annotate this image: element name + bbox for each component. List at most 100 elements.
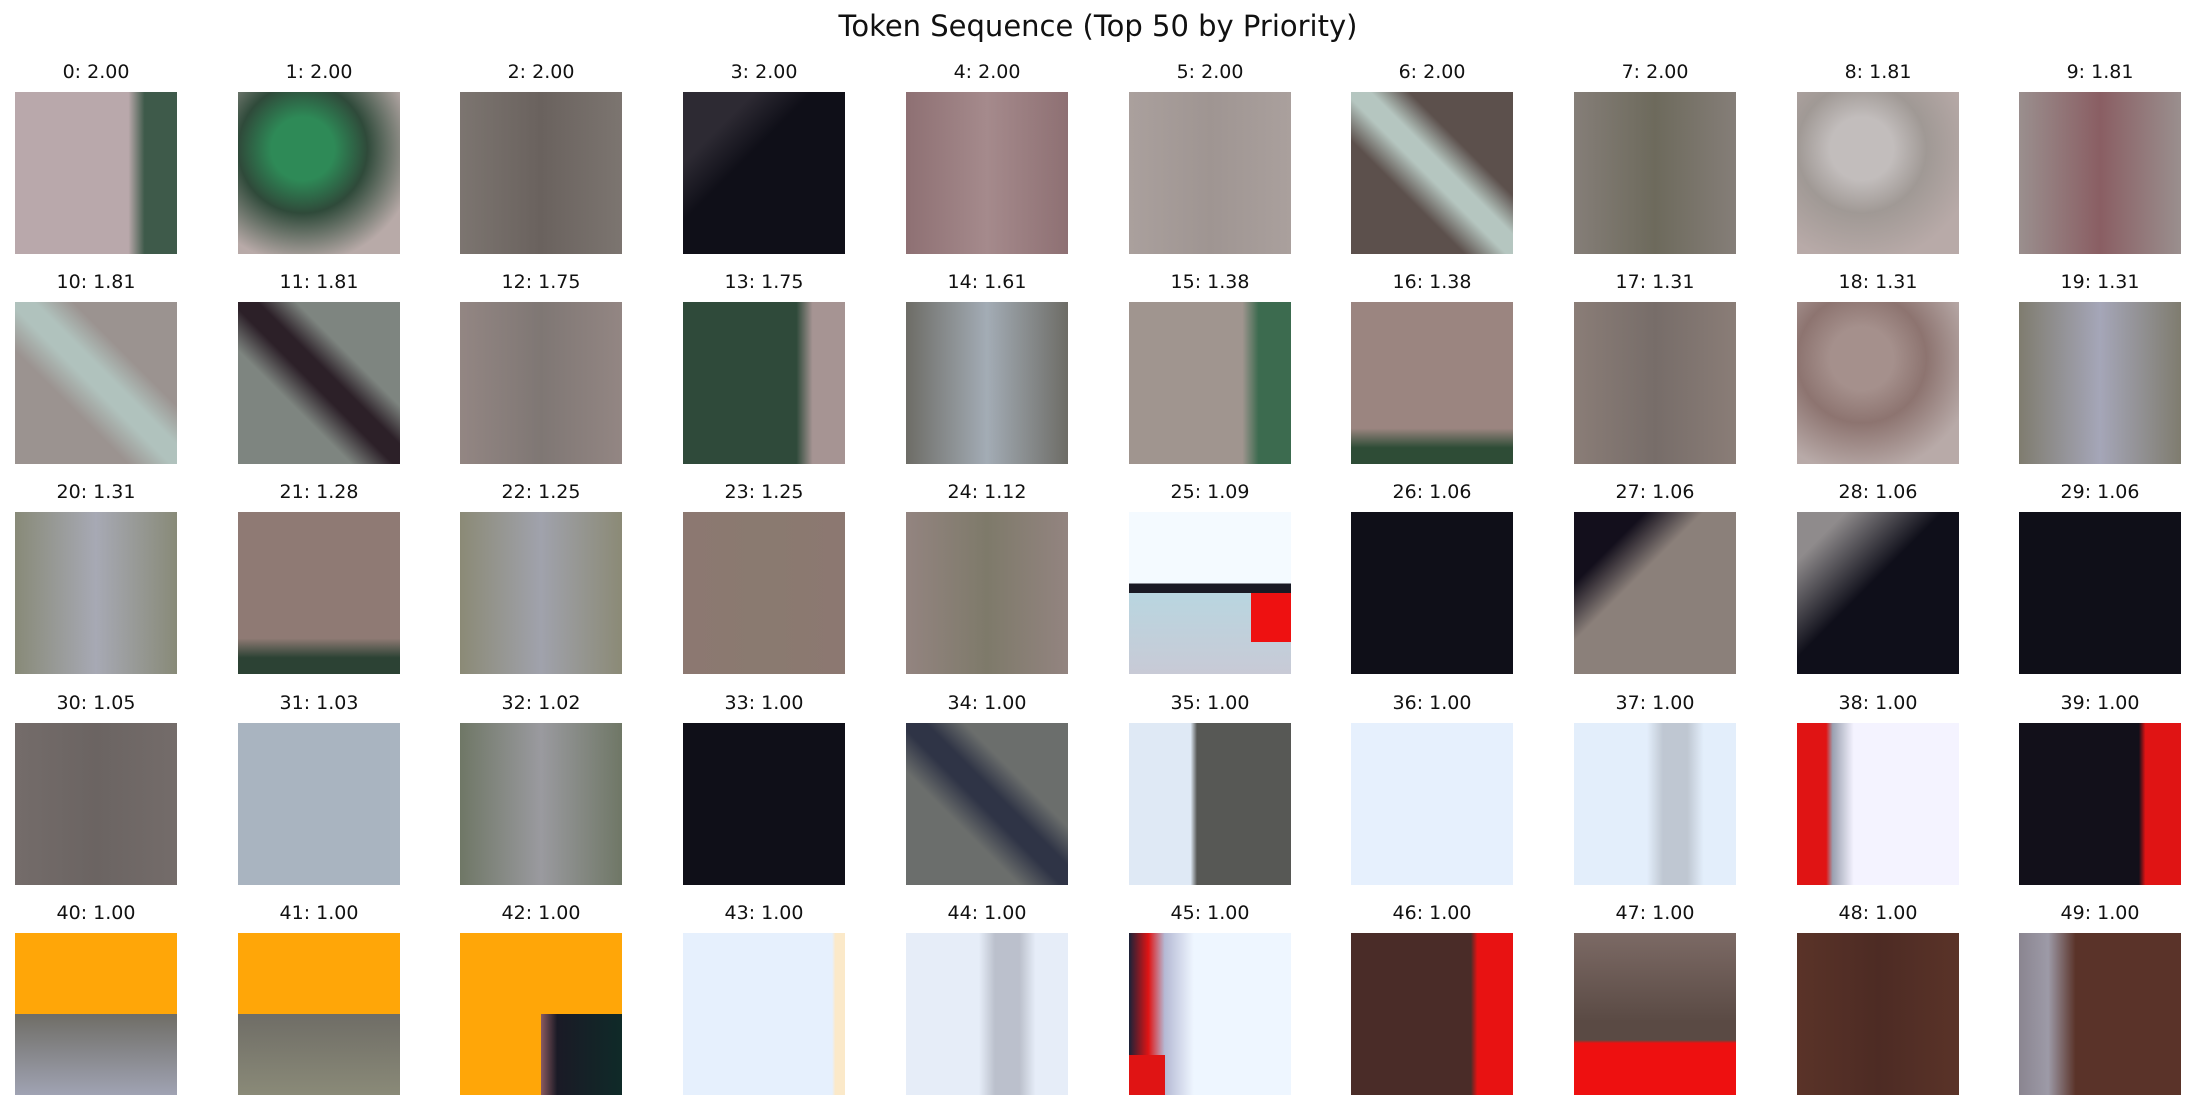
token-tile — [1574, 933, 1736, 1095]
token-label: 10: 1.81 — [56, 271, 136, 293]
tile-overlay — [541, 1014, 622, 1095]
token-label: 21: 1.28 — [279, 481, 359, 503]
token-label: 0: 2.00 — [62, 61, 130, 83]
token-tile — [1574, 92, 1736, 254]
token-label: 17: 1.31 — [1615, 271, 1695, 293]
token-label: 23: 1.25 — [724, 481, 804, 503]
token-label: 37: 1.00 — [1615, 692, 1695, 714]
token-tile — [238, 723, 400, 885]
token-tile — [683, 723, 845, 885]
token-label: 12: 1.75 — [501, 271, 581, 293]
token-tile — [1129, 92, 1291, 254]
token-tile — [2019, 512, 2181, 674]
token-tile — [1129, 933, 1291, 1095]
token-label: 22: 1.25 — [501, 481, 581, 503]
token-tile — [1351, 92, 1513, 254]
token-label: 38: 1.00 — [1838, 692, 1918, 714]
token-tile — [460, 723, 622, 885]
token-label: 20: 1.31 — [56, 481, 136, 503]
token-tile — [683, 933, 845, 1095]
token-label: 33: 1.00 — [724, 692, 804, 714]
token-label: 18: 1.31 — [1838, 271, 1918, 293]
token-tile — [906, 723, 1068, 885]
token-label: 31: 1.03 — [279, 692, 359, 714]
token-tile — [238, 512, 400, 674]
token-tile — [1351, 933, 1513, 1095]
token-label: 11: 1.81 — [279, 271, 359, 293]
token-tile — [1797, 512, 1959, 674]
token-label: 27: 1.06 — [1615, 481, 1695, 503]
token-tile — [1129, 512, 1291, 674]
token-label: 43: 1.00 — [724, 902, 804, 924]
token-label: 13: 1.75 — [724, 271, 804, 293]
token-tile — [460, 512, 622, 674]
token-tile — [15, 512, 177, 674]
token-tile — [1351, 512, 1513, 674]
figure-title: Token Sequence (Top 50 by Priority) — [838, 9, 1358, 43]
token-tile — [1351, 302, 1513, 464]
token-tile — [683, 302, 845, 464]
token-label: 30: 1.05 — [56, 692, 136, 714]
token-label: 7: 2.00 — [1621, 61, 1689, 83]
token-label: 2: 2.00 — [507, 61, 575, 83]
token-tile — [1574, 302, 1736, 464]
token-tile — [906, 302, 1068, 464]
token-tile — [460, 302, 622, 464]
token-label: 47: 1.00 — [1615, 902, 1695, 924]
token-label: 35: 1.00 — [1170, 692, 1250, 714]
token-tile — [15, 302, 177, 464]
token-tile — [2019, 723, 2181, 885]
token-label: 6: 2.00 — [1398, 61, 1466, 83]
token-label: 19: 1.31 — [2060, 271, 2140, 293]
token-tile — [1797, 933, 1959, 1095]
tile-overlay — [1250, 593, 1291, 642]
token-tile — [1797, 92, 1959, 254]
token-label: 40: 1.00 — [56, 902, 136, 924]
token-tile — [1129, 302, 1291, 464]
token-tile — [1129, 723, 1291, 885]
tile-overlay — [1129, 1054, 1165, 1095]
token-label: 3: 2.00 — [730, 61, 798, 83]
token-label: 8: 1.81 — [1844, 61, 1912, 83]
token-label: 32: 1.02 — [501, 692, 581, 714]
token-tile — [238, 92, 400, 254]
token-tile — [2019, 92, 2181, 254]
token-tile — [1797, 302, 1959, 464]
token-label: 25: 1.09 — [1170, 481, 1250, 503]
token-tile — [906, 512, 1068, 674]
token-label: 36: 1.00 — [1392, 692, 1472, 714]
token-label: 46: 1.00 — [1392, 902, 1472, 924]
token-tile — [683, 512, 845, 674]
token-label: 41: 1.00 — [279, 902, 359, 924]
token-label: 14: 1.61 — [947, 271, 1027, 293]
token-tile — [683, 92, 845, 254]
token-label: 1: 2.00 — [285, 61, 353, 83]
token-label: 44: 1.00 — [947, 902, 1027, 924]
token-tile — [906, 933, 1068, 1095]
token-tile — [460, 92, 622, 254]
token-label: 49: 1.00 — [2060, 902, 2140, 924]
token-tile — [238, 933, 400, 1095]
token-tile — [1797, 723, 1959, 885]
token-tile — [460, 933, 622, 1095]
token-label: 16: 1.38 — [1392, 271, 1472, 293]
token-label: 42: 1.00 — [501, 902, 581, 924]
token-tile — [1351, 723, 1513, 885]
token-tile — [2019, 933, 2181, 1095]
token-label: 28: 1.06 — [1838, 481, 1918, 503]
token-tile — [906, 92, 1068, 254]
token-label: 9: 1.81 — [2066, 61, 2134, 83]
token-tile — [1574, 723, 1736, 885]
token-tile — [1574, 512, 1736, 674]
token-tile — [15, 92, 177, 254]
token-label: 5: 2.00 — [1176, 61, 1244, 83]
token-tile — [15, 723, 177, 885]
token-tile — [238, 302, 400, 464]
token-tile — [2019, 302, 2181, 464]
token-label: 45: 1.00 — [1170, 902, 1250, 924]
token-label: 34: 1.00 — [947, 692, 1027, 714]
token-label: 24: 1.12 — [947, 481, 1027, 503]
token-label: 29: 1.06 — [2060, 481, 2140, 503]
token-label: 48: 1.00 — [1838, 902, 1918, 924]
token-label: 39: 1.00 — [2060, 692, 2140, 714]
